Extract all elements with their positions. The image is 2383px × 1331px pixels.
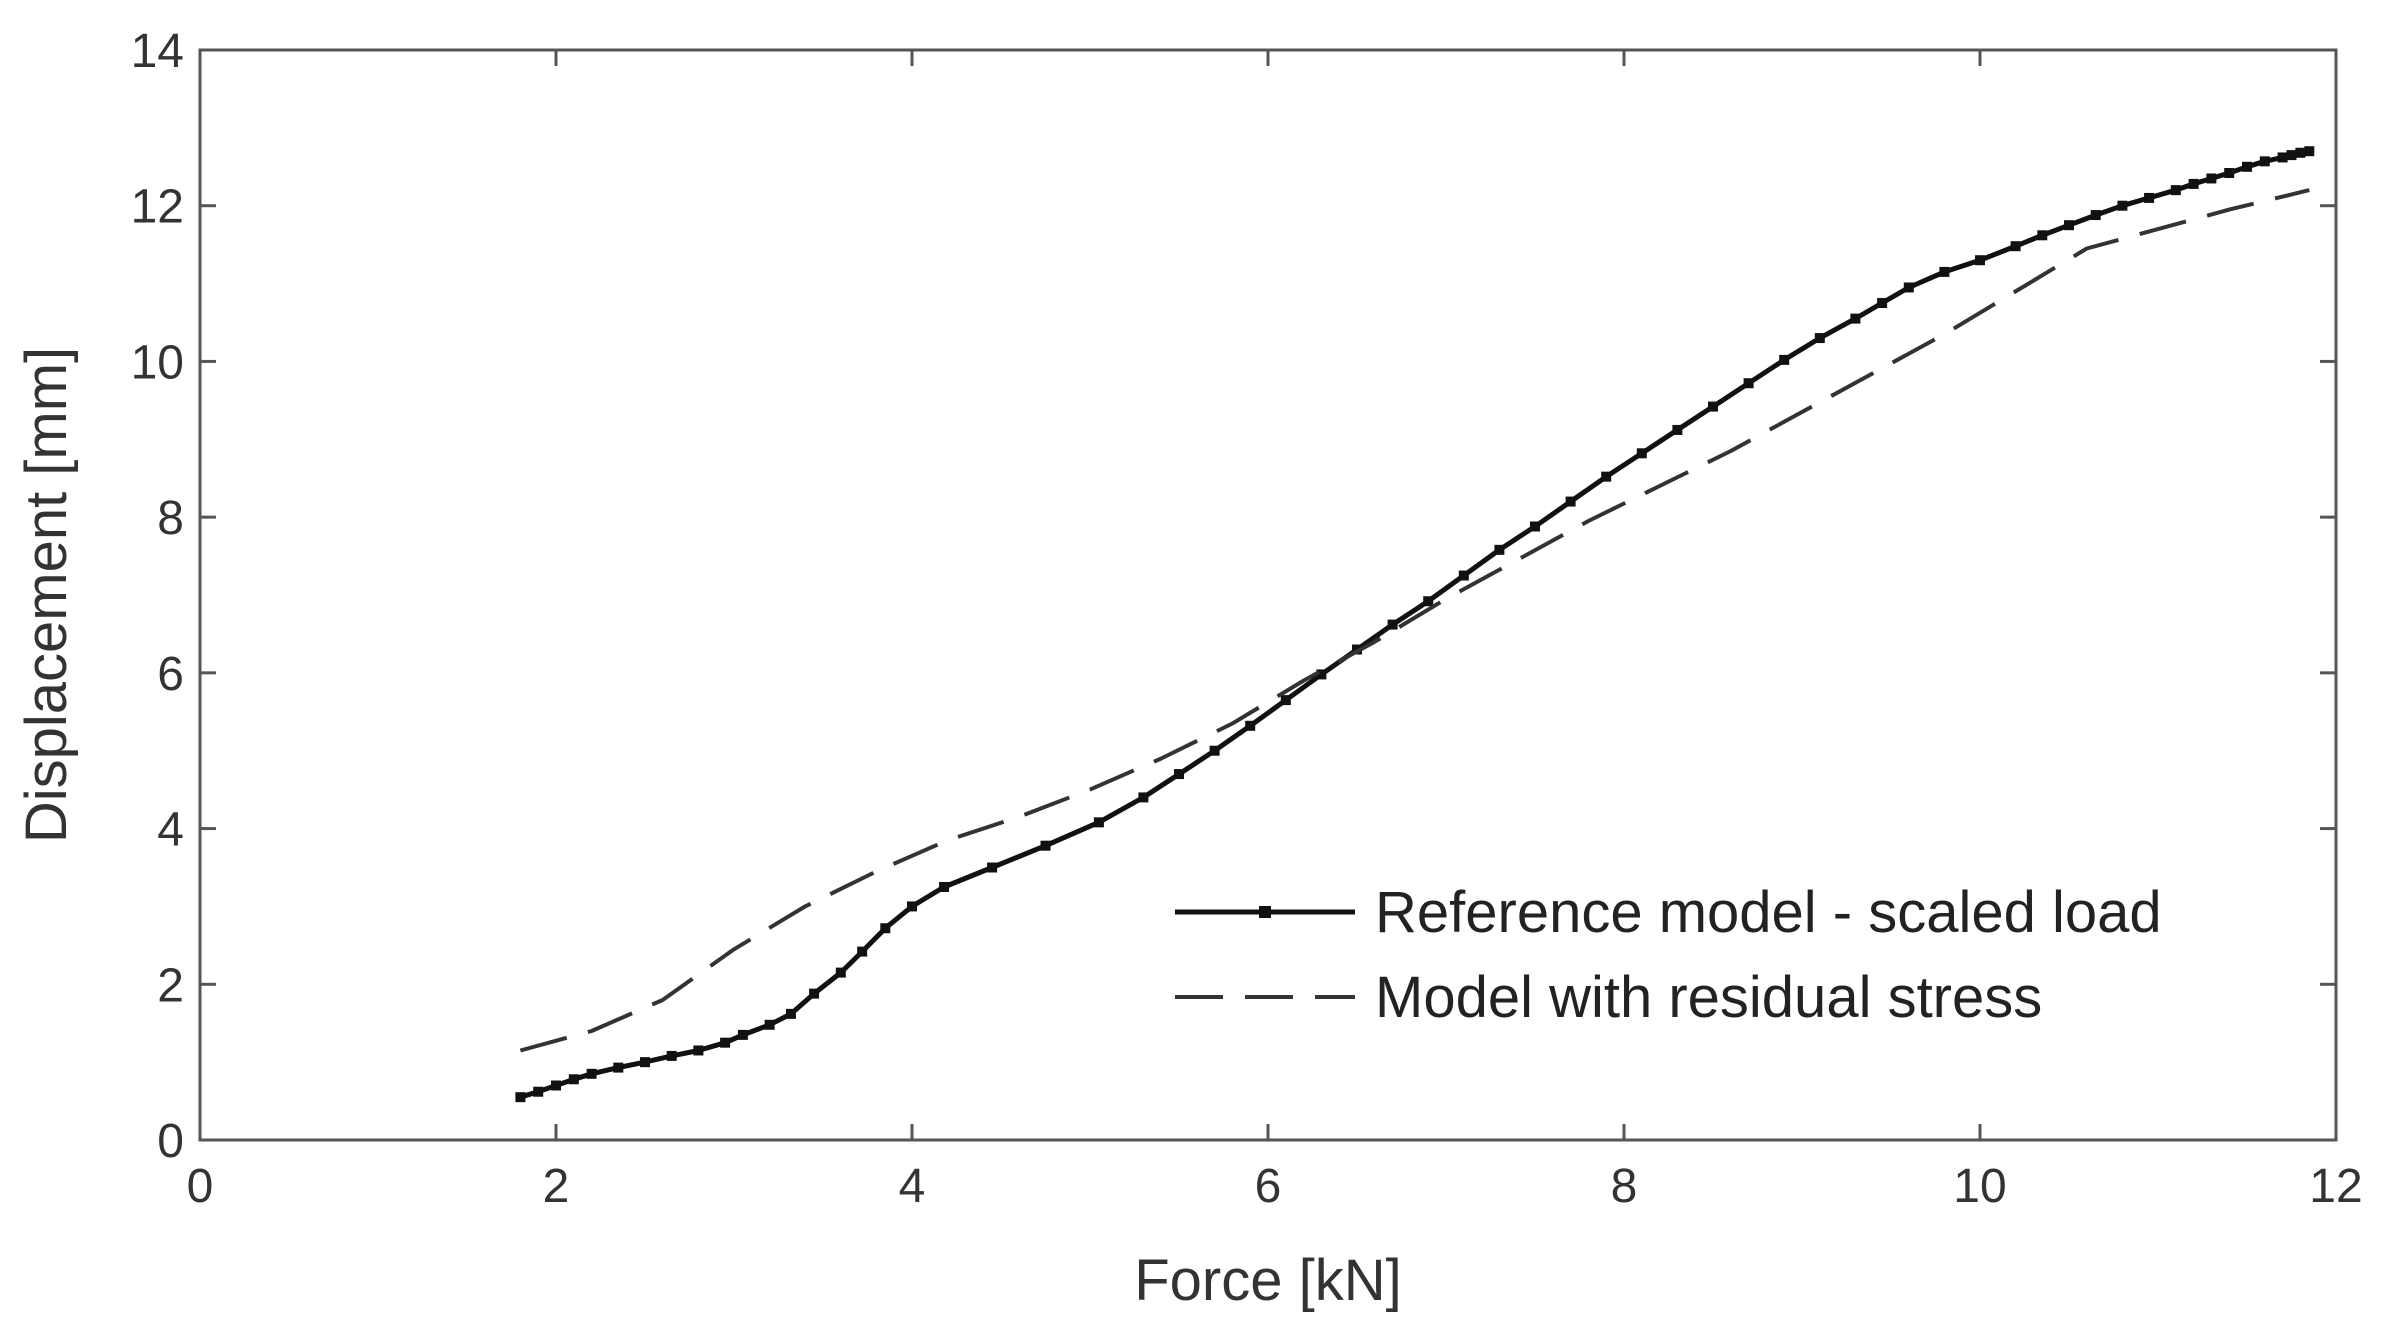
y-axis-label: Displacement [mm]	[14, 347, 79, 843]
data-point-marker	[2242, 161, 2252, 172]
data-point-marker	[2117, 200, 2128, 211]
data-point-marker	[2037, 230, 2048, 241]
data-point-marker	[666, 1050, 677, 1061]
data-point-marker	[720, 1037, 731, 1048]
y-tick-label: 12	[131, 181, 184, 234]
data-point-marker	[1708, 401, 1718, 412]
data-point-marker	[1138, 792, 1149, 803]
x-axis-label: Force [kN]	[1134, 1248, 1402, 1313]
data-point-marker	[1530, 521, 1540, 532]
data-point-marker	[2064, 220, 2074, 231]
legend: Reference model - scaled load Model with…	[1175, 880, 2162, 1030]
data-point-marker	[1779, 354, 1790, 365]
axis-ticks: 0 2 4 6 8 10 12 0 2 4 6 8 10 12 14	[131, 25, 2363, 1213]
data-point-marker	[2295, 147, 2306, 158]
data-point-marker	[835, 967, 846, 978]
data-point-marker	[568, 1074, 579, 1085]
data-point-marker	[1494, 544, 1505, 555]
y-tick-label: 10	[131, 336, 184, 389]
y-tick-label: 6	[157, 648, 184, 701]
data-point-marker	[1814, 333, 1825, 344]
data-point-marker	[1877, 298, 1888, 309]
y-tick-label: 0	[157, 1115, 184, 1168]
data-point-marker	[1672, 424, 1683, 435]
y-tick-label: 8	[157, 492, 184, 545]
y-tick-label: 4	[157, 804, 184, 857]
x-tick-label: 8	[1611, 1160, 1638, 1213]
data-point-marker	[1423, 596, 1434, 607]
data-point-marker	[2170, 185, 2181, 196]
data-point-marker	[1743, 378, 1754, 389]
data-point-marker	[1316, 669, 1327, 680]
data-point-marker	[1174, 769, 1184, 780]
data-point-marker	[764, 1019, 775, 1030]
data-point-marker	[880, 923, 891, 934]
legend-label-residual: Model with residual stress	[1375, 965, 2042, 1030]
data-point-marker	[613, 1062, 624, 1073]
x-tick-label: 0	[187, 1160, 214, 1213]
series-layer	[515, 146, 2315, 1103]
data-point-marker	[1093, 817, 1104, 828]
data-point-marker	[857, 946, 868, 957]
data-point-marker	[551, 1080, 561, 1091]
y-tick-label: 2	[157, 959, 184, 1012]
data-point-marker	[640, 1057, 650, 1068]
data-point-marker	[809, 988, 820, 999]
legend-label-reference: Reference model - scaled load	[1375, 880, 2162, 945]
plot-area	[198, 48, 2338, 1142]
data-point-marker	[1636, 448, 1647, 459]
data-point-marker	[2286, 150, 2297, 161]
data-point-marker	[1209, 745, 1220, 756]
data-point-marker	[1601, 471, 1612, 482]
data-point-marker	[2224, 168, 2235, 179]
data-point-marker	[1850, 313, 1861, 324]
y-tick-label: 14	[131, 25, 184, 78]
data-point-marker	[515, 1092, 526, 1103]
data-point-marker	[693, 1045, 704, 1056]
data-point-marker	[1903, 282, 1914, 293]
data-point-marker	[2259, 156, 2270, 167]
data-point-marker	[737, 1029, 748, 1040]
data-point-marker	[533, 1086, 544, 1097]
x-tick-label: 4	[899, 1160, 926, 1213]
x-tick-label: 6	[1255, 1160, 1282, 1213]
data-point-marker	[1939, 266, 1950, 277]
data-point-marker	[939, 881, 950, 892]
data-point-marker	[1565, 496, 1576, 507]
data-point-marker	[1458, 570, 1469, 581]
data-point-marker	[1387, 619, 1398, 630]
data-point-marker	[2010, 241, 2021, 252]
data-point-marker	[1040, 840, 1051, 851]
data-point-marker	[1975, 255, 1985, 266]
data-point-marker	[2206, 173, 2217, 184]
series-line-1	[519, 188, 2310, 1053]
data-point-marker	[987, 862, 998, 873]
data-point-marker	[1245, 720, 1256, 731]
data-point-marker	[2304, 146, 2315, 157]
data-point-marker	[2090, 210, 2101, 221]
data-point-marker	[907, 901, 917, 912]
data-point-marker	[1280, 695, 1291, 706]
data-point-marker	[2144, 192, 2155, 203]
data-point-marker	[2188, 178, 2199, 189]
data-point-marker	[2277, 152, 2288, 163]
legend-marker-reference	[1259, 906, 1271, 918]
x-tick-label: 2	[543, 1160, 570, 1213]
x-tick-label: 10	[1953, 1160, 2006, 1213]
x-tick-label: 12	[2309, 1160, 2362, 1213]
data-point-marker	[785, 1008, 796, 1019]
data-point-marker	[586, 1068, 597, 1079]
